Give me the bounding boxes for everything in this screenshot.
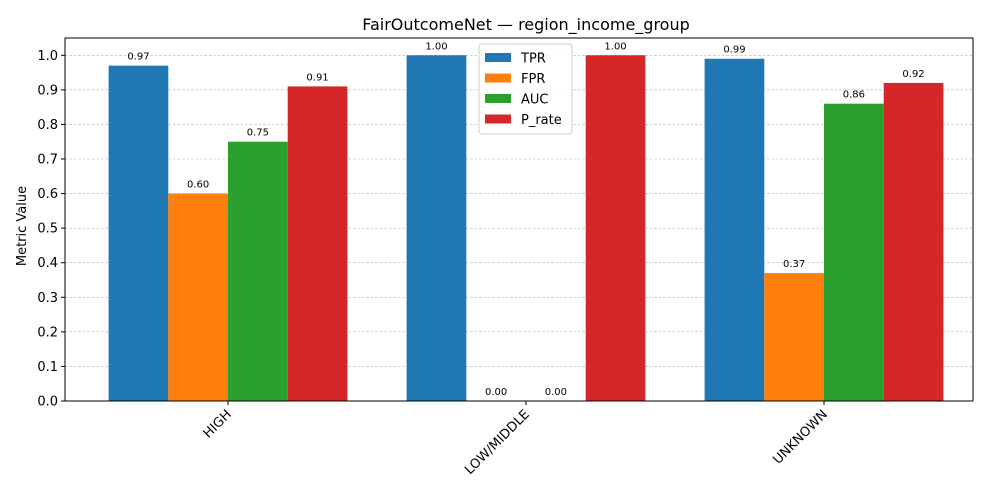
bar-fpr-0 <box>168 193 228 401</box>
data-label: 0.37 <box>783 259 805 270</box>
y-axis-label: Metric Value <box>15 186 30 266</box>
data-label: 0.75 <box>247 128 269 139</box>
y-tick-label: 0.1 <box>37 360 58 375</box>
y-tick-label: 0.4 <box>37 256 58 271</box>
y-tick-label: 0.3 <box>37 291 58 306</box>
data-label: 0.86 <box>843 90 865 101</box>
y-tick-label: 0.8 <box>37 118 58 133</box>
data-label: 0.00 <box>485 387 507 398</box>
plot-frame <box>64 37 974 402</box>
chart-title: FairOutcomeNet — region_income_group <box>362 15 690 35</box>
data-label: 0.92 <box>902 69 924 80</box>
x-tick-label: UNKNOWN <box>771 407 831 467</box>
bar-tpr-0 <box>108 65 169 402</box>
legend-label: P_rate <box>521 113 562 128</box>
y-tick-label: 0.0 <box>37 395 58 410</box>
bar-fpr-2 <box>764 273 824 401</box>
y-tick-label: 1.0 <box>37 49 58 64</box>
bars <box>108 55 944 402</box>
data-label: 0.97 <box>127 52 149 63</box>
legend-label: TPR <box>520 52 546 67</box>
data-label: 1.00 <box>604 41 626 52</box>
data-label: 0.91 <box>306 72 328 83</box>
data-label: 0.00 <box>545 387 567 398</box>
data-label: 0.60 <box>187 180 209 191</box>
y-tick-label: 0.2 <box>37 325 58 340</box>
y-tick-label: 0.7 <box>37 153 58 168</box>
bar-auc-0 <box>228 141 288 401</box>
legend-swatch-tpr <box>485 53 511 62</box>
x-tick-label: HIGH <box>201 407 235 441</box>
bar-p_rate-0 <box>287 86 348 402</box>
bar-tpr-1 <box>406 55 467 402</box>
y-tick-label: 0.6 <box>37 187 58 202</box>
y-tick-label: 0.5 <box>37 222 58 237</box>
legend-label: AUC <box>521 93 549 108</box>
data-label: 1.00 <box>425 41 447 52</box>
x-tick-label: LOW/MIDDLE <box>462 407 533 478</box>
legend-swatch-fpr <box>485 73 511 83</box>
data-labels: 0.97 0.60 0.75 0.91 1.00 0.00 0.00 1.00 0.99 0.37… <box>127 41 924 398</box>
bar-tpr-2 <box>704 58 765 401</box>
y-tick-label: 0.9 <box>37 83 58 98</box>
legend-swatch-auc <box>485 94 511 103</box>
legend-swatch-p_rate <box>485 114 511 124</box>
bar-p_rate-2 <box>883 82 944 401</box>
data-label: 0.99 <box>723 45 745 56</box>
legend-label: FPR <box>521 72 545 87</box>
legend: TPR FPR AUC P_rate <box>478 43 573 135</box>
bar-auc-2 <box>824 103 884 401</box>
legend-box <box>478 43 573 135</box>
bar-p_rate-1 <box>585 55 646 402</box>
